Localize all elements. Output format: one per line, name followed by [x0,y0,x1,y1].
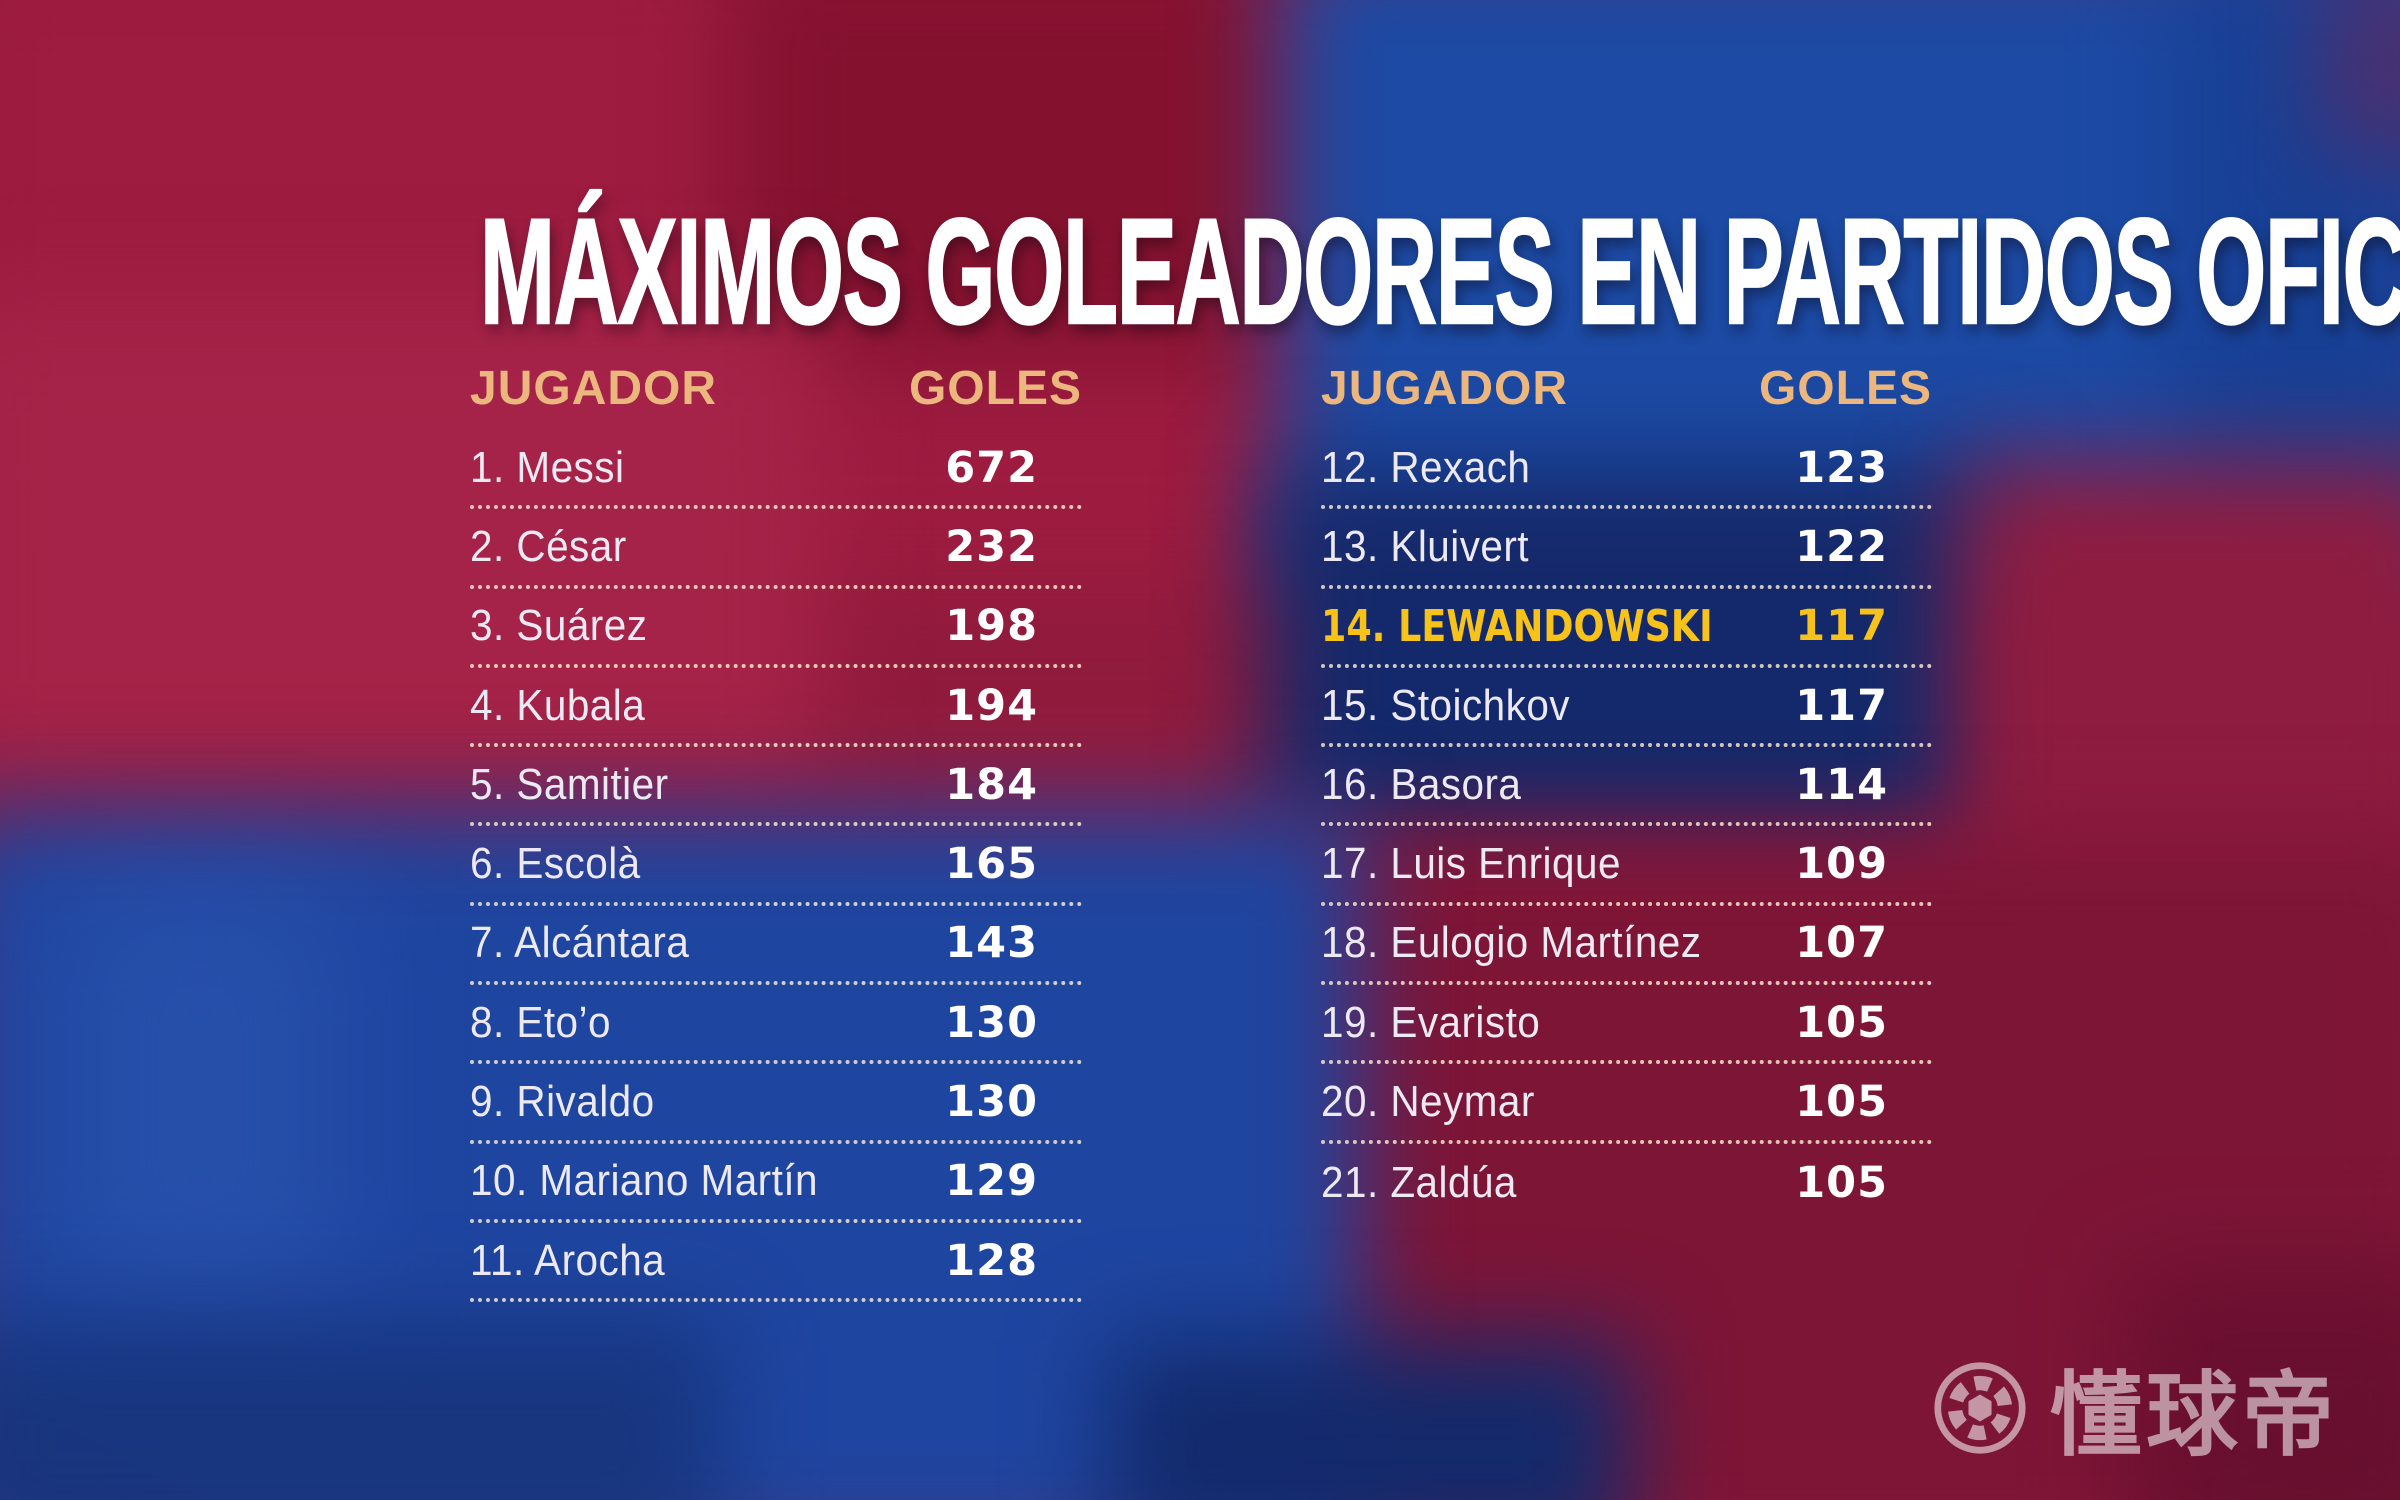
goals-value: 672 [945,442,1038,493]
goals-value: 198 [945,601,1038,652]
table-row: 15. Stoichkov 117 [1321,668,1932,748]
table-row: 4. Kubala 194 [470,668,1082,748]
table-row: 2. César 232 [470,509,1082,589]
goals-value: 123 [1795,442,1888,493]
goals-value: 130 [945,997,1038,1048]
table-row: 13. Kluivert 122 [1321,509,1932,589]
bg-patch-purple-corner [2320,0,2400,160]
page-title: MÁXIMOS GOLEADORES EN PARTIDOS OFICIALES [479,186,2400,355]
goals-value: 165 [945,839,1038,890]
bg-patch-navy-bottomleft [0,1320,720,1500]
table-header-right: JUGADOR GOLES [1321,356,1932,416]
column-header-player: JUGADOR [1321,362,1569,415]
player-name: 1. Messi [470,442,625,492]
goals-value: 122 [1795,521,1888,572]
goals-value: 128 [945,1235,1038,1286]
goals-value: 232 [945,521,1038,572]
table-row: 16. Basora 114 [1321,747,1932,827]
player-name: 18. Eulogio Martínez [1321,918,1702,968]
bg-patch-red-darkcorner [2130,1270,2400,1500]
table-row: 11. Arocha 128 [470,1223,1082,1303]
player-name: 11. Arocha [470,1235,666,1285]
player-name: 4. Kubala [470,680,646,730]
bg-patch-red-topcenter [730,0,1300,360]
player-name: 12. Rexach [1321,442,1531,492]
table-row: 9. Rivaldo 130 [470,1064,1082,1144]
table-row: 8. Eto’o 130 [470,985,1082,1065]
goals-value: 114 [1795,759,1888,810]
bg-patch-red-leftmid [0,300,820,780]
table-header-left: JUGADOR GOLES [470,356,1082,416]
player-name: 2. César [470,521,627,571]
table-row: 17. Luis Enrique 109 [1321,826,1932,906]
table-rows-right: 12. Rexach 123 13. Kluivert 122 14. LEWANDOW… [1321,430,1932,1223]
player-name: 14. LEWANDOWSKI [1321,600,1713,652]
player-name: 3. Suárez [470,601,648,651]
table-row: 3. Suárez 198 [470,589,1082,668]
table-row-highlight: 14. LEWANDOWSKI 117 [1321,589,1932,668]
player-name: 20. Neymar [1321,1077,1535,1127]
player-name: 19. Evaristo [1321,997,1541,1047]
table-row: 1. Messi 672 [470,430,1082,510]
goals-value: 129 [945,1156,1038,1207]
watermark: 懂球帝 [1932,1341,2338,1474]
football-icon [1934,1361,2026,1454]
goals-value: 194 [945,680,1038,731]
scorers-table-right: JUGADOR GOLES 12. Rexach 123 13. Kluivert 1… [1321,356,1932,1223]
player-name: 21. Zaldúa [1321,1158,1517,1208]
bg-patch-blue-streak [60,880,340,1310]
player-name: 7. Alcántara [470,918,690,968]
table-row: 6. Escolà 165 [470,826,1082,906]
goals-value: 109 [1795,839,1888,890]
player-name: 16. Basora [1321,759,1522,809]
player-name: 15. Stoichkov [1321,680,1571,730]
column-header-goals: GOLES [1758,362,1932,415]
goals-value: 117 [1795,680,1888,731]
watermark-text: 懂球帝 [2049,1362,2338,1469]
player-name: 6. Escolà [470,839,641,889]
table-row: 19. Evaristo 105 [1321,985,1932,1065]
goals-value: 117 [1795,601,1888,652]
table-row: 7. Alcántara 143 [470,906,1082,986]
player-name: 9. Rivaldo [470,1077,655,1127]
player-name: 5. Samitier [470,759,669,809]
goals-value: 143 [945,918,1038,969]
goals-value: 184 [945,759,1038,810]
goals-value: 105 [1795,1158,1888,1209]
column-header-goals: GOLES [908,362,1082,415]
table-row: 12. Rexach 123 [1321,430,1932,510]
goals-value: 107 [1795,918,1888,969]
table-row: 18. Eulogio Martínez 107 [1321,906,1932,986]
goals-value: 105 [1795,997,1888,1048]
player-name: 17. Luis Enrique [1321,839,1621,889]
player-name: 13. Kluivert [1321,521,1530,571]
table-row: 20. Neymar 105 [1321,1064,1932,1144]
column-header-player: JUGADOR [470,362,718,415]
table-rows-left: 1. Messi 672 2. César 232 3. Suárez 198 4. Kub… [470,430,1082,1303]
table-row: 10. Mariano Martín 129 [470,1144,1082,1223]
bg-patch-navy-midright [1265,470,2005,840]
scorers-table-left: JUGADOR GOLES 1. Messi 672 2. César 232 3. S… [470,356,1082,1303]
player-name: 8. Eto’o [470,997,611,1047]
table-row: 5. Samitier 184 [470,747,1082,827]
table-row: 21. Zaldúa 105 [1321,1144,1932,1223]
bg-patch-navy-bottomcenter [1110,1340,1630,1500]
player-name: 10. Mariano Martín [470,1156,819,1206]
goals-value: 105 [1795,1077,1888,1128]
goals-value: 130 [945,1077,1038,1128]
